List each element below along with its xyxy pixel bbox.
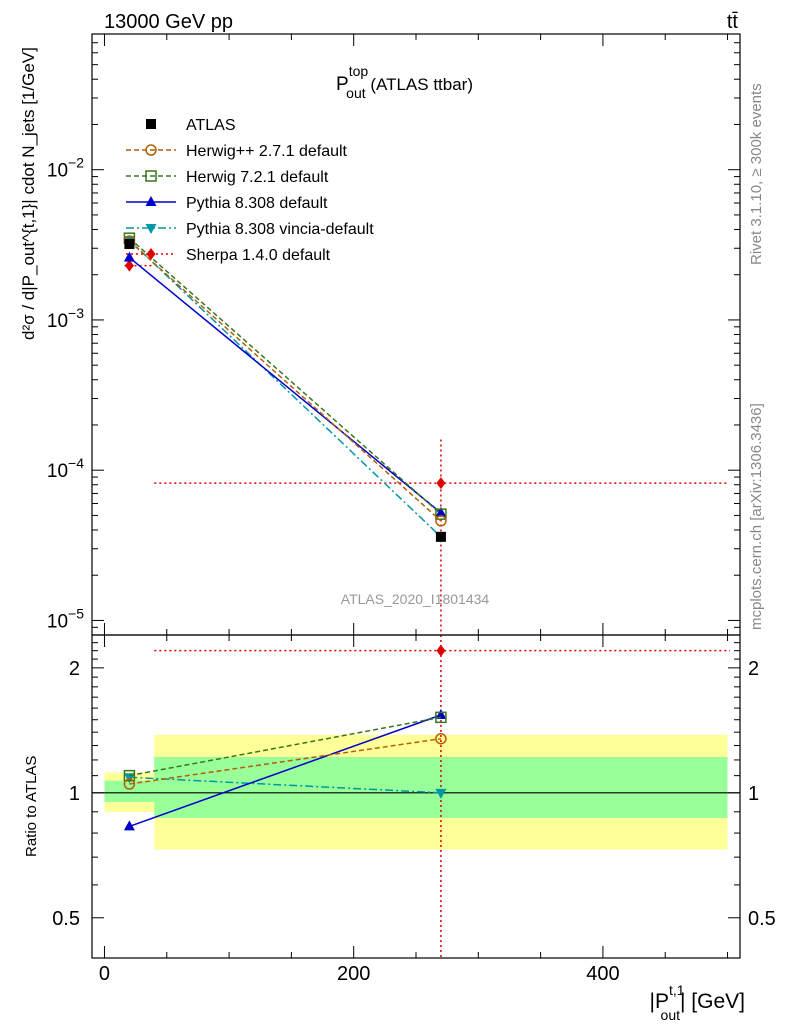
ratio-point-herwig-2-7-1-default-0 <box>123 778 136 790</box>
point-herwig-2-7-1-default-1 <box>435 515 447 527</box>
point-atlas-0 <box>124 239 135 250</box>
xlabel-part-0: |P <box>650 990 669 1013</box>
ratio-y-tick-label-left: 0.5 <box>52 908 80 930</box>
legend: ATLAS Herwig++ 2.7.1 default Herwig 7.2.1 … <box>126 117 374 264</box>
tick-base: 10 <box>47 611 68 632</box>
analysis-watermark: ATLAS_2020_I1801434 <box>341 591 490 607</box>
title-suffix: (ATLAS ttbar) <box>366 75 473 94</box>
title-base: P <box>336 74 349 95</box>
header-left: 13000 GeV pp <box>104 11 233 33</box>
series-line-pythia-8-308-vincia-default <box>128 239 442 538</box>
ratio-series-layer <box>123 635 730 958</box>
main-y-tick-label: 10−4 <box>47 455 84 482</box>
series-line-pythia-8-308-default <box>128 257 442 514</box>
main-y-tick-label: 10−3 <box>47 305 84 332</box>
axis-ticks <box>92 33 740 959</box>
ratio-y-tick-label-left: 2 <box>69 658 80 680</box>
main-series-layer <box>123 232 728 635</box>
ratio-y-tick-label-right: 0.5 <box>748 908 776 930</box>
ratio-point-pythia-8-308-default-0 <box>123 820 135 831</box>
main-y-tick-label: 10−5 <box>47 605 84 632</box>
ratio-ylabel: Ratio to ATLAS <box>23 756 40 857</box>
legend-marker-pythia-8-308-vincia-default <box>145 224 157 234</box>
xlabel-part-1: t,1 <box>669 982 685 998</box>
legend-label-pythia-8-308-vincia-default: Pythia 8.308 vincia-default <box>186 221 374 238</box>
point-sherpa-1-4-0-default-1 <box>436 477 446 490</box>
ratio-point-herwig-7-2-1-default-0 <box>123 769 136 782</box>
tick-exponent: −2 <box>68 155 84 171</box>
legend-label-herwig-7-2-1-default: Herwig 7.2.1 default <box>186 169 329 186</box>
point-atlas-1 <box>435 531 446 542</box>
plot-title: Ptop out (ATLAS ttbar) <box>336 63 473 101</box>
mcplots-label: mcplots.cern.ch [arXiv:1306.3436] <box>748 403 765 630</box>
ratio-line-herwig-7-2-1-default <box>129 716 442 777</box>
legend-marker-pythia-8-308-default <box>145 196 157 206</box>
ratio-y-tick-label-right: 2 <box>748 658 759 680</box>
legend-marker-herwig-2-7-1-default <box>145 144 157 156</box>
legend-marker-atlas <box>146 119 156 129</box>
ratio-y-tick-label-left: 1 <box>69 783 80 805</box>
tick-base: 10 <box>47 311 68 332</box>
point-sherpa-1-4-0-default-0 <box>124 259 134 272</box>
tick-exponent: −4 <box>68 455 84 471</box>
main-ylabel: d²σ / d|P_out^{t,1}| cdot N_jets [1/GeV] <box>19 47 38 340</box>
ratio-line-pythia-8-308-default <box>129 714 442 828</box>
title-sup: top <box>349 63 369 79</box>
xlabel-part-2: out <box>661 1007 681 1023</box>
legend-label-sherpa-1-4-0-default: Sherpa 1.4.0 default <box>186 247 331 264</box>
tick-exponent: −5 <box>68 605 84 621</box>
ratio-point-pythia-8-308-default-1 <box>435 708 447 719</box>
legend-label-herwig-2-7-1-default: Herwig++ 2.7.1 default <box>186 143 348 160</box>
x-tick-label: 400 <box>586 963 619 985</box>
x-tick-label: 200 <box>337 963 370 985</box>
x-tick-label: 0 <box>99 963 110 985</box>
tick-exponent: −3 <box>68 305 84 321</box>
header-right: tt̄ <box>727 11 739 33</box>
rivet-label: Rivet 3.1.10, ≥ 300k events <box>748 83 765 265</box>
ratio-line-pythia-8-308-vincia-default <box>129 776 441 794</box>
legend-label-atlas: ATLAS <box>186 117 236 134</box>
series-line-herwig-7-2-1-default <box>128 237 442 515</box>
legend-marker-herwig-7-2-1-default <box>145 170 157 182</box>
ratio-uncertainty-bands <box>104 734 728 850</box>
x-axis-label: |Pt,1 out| [GeV] <box>650 982 746 1023</box>
ratio-point-sherpa-1-4-0-default-1 <box>436 644 446 657</box>
point-pythia-8-308-default-0 <box>123 251 135 262</box>
tick-base: 10 <box>47 161 68 182</box>
title-sub: out <box>346 85 366 101</box>
band-stat-bin-0 <box>104 780 155 803</box>
tick-base: 10 <box>47 461 68 482</box>
point-pythia-8-308-default-1 <box>435 506 447 517</box>
ratio-point-pythia-8-308-vincia-default-1 <box>435 788 447 799</box>
series-line-herwig-2-7-1-default <box>128 240 442 522</box>
ratio-point-herwig-2-7-1-default-1 <box>435 732 447 745</box>
legend-label-pythia-8-308-default: Pythia 8.308 default <box>186 195 328 212</box>
ratio-y-tick-label-right: 1 <box>748 783 759 805</box>
xlabel-part-3: | [GeV] <box>680 990 745 1013</box>
main-y-tick-label: 10−2 <box>47 155 84 182</box>
point-herwig-7-2-1-default-1 <box>435 508 447 520</box>
ratio-line-herwig-2-7-1-default <box>129 737 442 785</box>
legend-marker-sherpa-1-4-0-default <box>146 248 156 260</box>
ratio-point-herwig-7-2-1-default-1 <box>435 711 447 724</box>
